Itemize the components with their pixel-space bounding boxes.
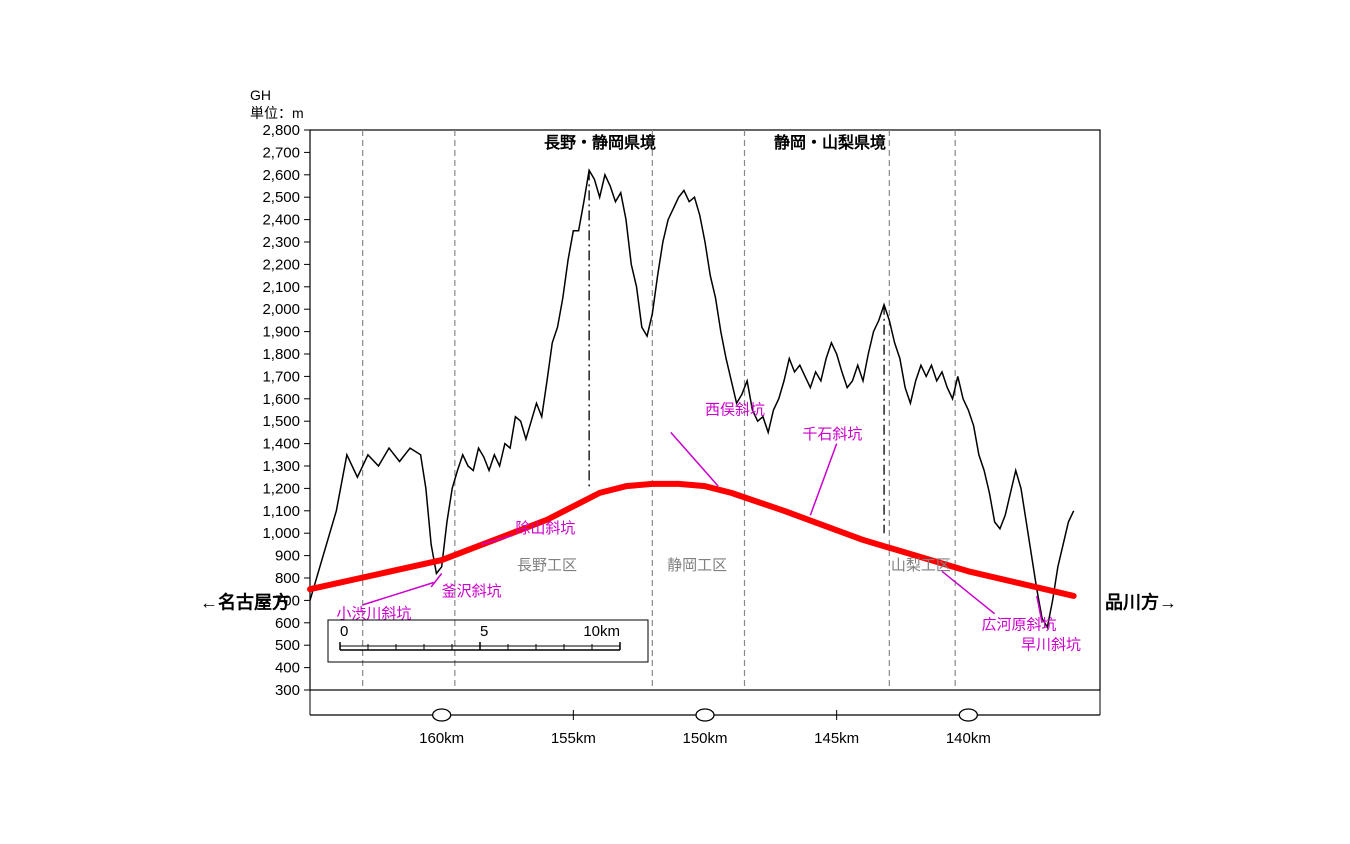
prefecture-border-label: 静岡・山梨県境 <box>774 133 886 152</box>
y-tick-label: 2,000 <box>262 301 300 318</box>
y-tick-label: 2,800 <box>262 122 300 139</box>
y-tick-label: 1,100 <box>262 503 300 520</box>
y-tick-label: 2,400 <box>262 212 300 229</box>
x-tick-label: 140km <box>946 730 991 747</box>
direction-right: 品川方→ <box>1105 591 1177 612</box>
scalebar-tick: 5 <box>480 623 488 640</box>
y-tick-label: 2,600 <box>262 167 300 184</box>
shaft-leader <box>431 574 442 587</box>
y-tick-label: 1,500 <box>262 413 300 430</box>
x-tick-label: 150km <box>682 730 727 747</box>
y-tick-label: 1,600 <box>262 391 300 408</box>
y-tick-label: 2,500 <box>262 189 300 206</box>
prefecture-border-label: 長野・静岡県境 <box>544 133 656 152</box>
y-tick-label: 600 <box>275 615 300 632</box>
scalebar-tick: 0 <box>340 623 348 640</box>
km-marker <box>959 709 977 721</box>
x-tick-label: 145km <box>814 730 859 747</box>
y-tick-label: 400 <box>275 660 300 677</box>
section-label: 長野工区 <box>517 557 577 574</box>
y-tick-label: 1,000 <box>262 525 300 542</box>
shaft-leader <box>363 582 434 604</box>
y-tick-label: 2,700 <box>262 144 300 161</box>
y-tick-label: 900 <box>275 548 300 565</box>
y-tick-label: 1,800 <box>262 346 300 363</box>
y-tick-label: 500 <box>275 637 300 654</box>
shaft-leader <box>671 432 718 486</box>
y-tick-label: 2,200 <box>262 256 300 273</box>
tunnel-line <box>310 484 1074 596</box>
shaft-label: 除山斜坑 <box>515 520 575 537</box>
y-tick-label: 1,400 <box>262 436 300 453</box>
y-axis-unit: 単位：m <box>250 105 304 121</box>
shaft-label: 広河原斜坑 <box>982 617 1057 634</box>
y-tick-label: 1,700 <box>262 368 300 385</box>
direction-left: ←名古屋方 <box>200 591 290 612</box>
y-tick-label: 1,300 <box>262 458 300 475</box>
scalebar-tick: 10km <box>583 623 620 640</box>
shaft-leader <box>810 444 836 516</box>
shaft-label: 西俣斜坑 <box>705 401 765 418</box>
y-tick-label: 1,200 <box>262 480 300 497</box>
x-tick-label: 155km <box>551 730 596 747</box>
y-tick-label: 2,300 <box>262 234 300 251</box>
y-tick-label: 2,100 <box>262 279 300 296</box>
y-axis-title: GH <box>250 87 271 103</box>
section-label: 静岡工区 <box>667 557 727 574</box>
shaft-label: 釜沢斜坑 <box>442 583 502 600</box>
shaft-label: 千石斜坑 <box>802 426 862 443</box>
chart-svg: 3004005006007008009001,0001,1001,2001,30… <box>0 0 1350 844</box>
shaft-label: 早川斜坑 <box>1021 637 1081 654</box>
x-tick-label: 160km <box>419 730 464 747</box>
km-marker <box>696 709 714 721</box>
elevation-chart: 3004005006007008009001,0001,1001,2001,30… <box>0 0 1350 844</box>
y-tick-label: 800 <box>275 570 300 587</box>
km-marker <box>433 709 451 721</box>
y-tick-label: 300 <box>275 682 300 699</box>
y-tick-label: 1,900 <box>262 324 300 341</box>
